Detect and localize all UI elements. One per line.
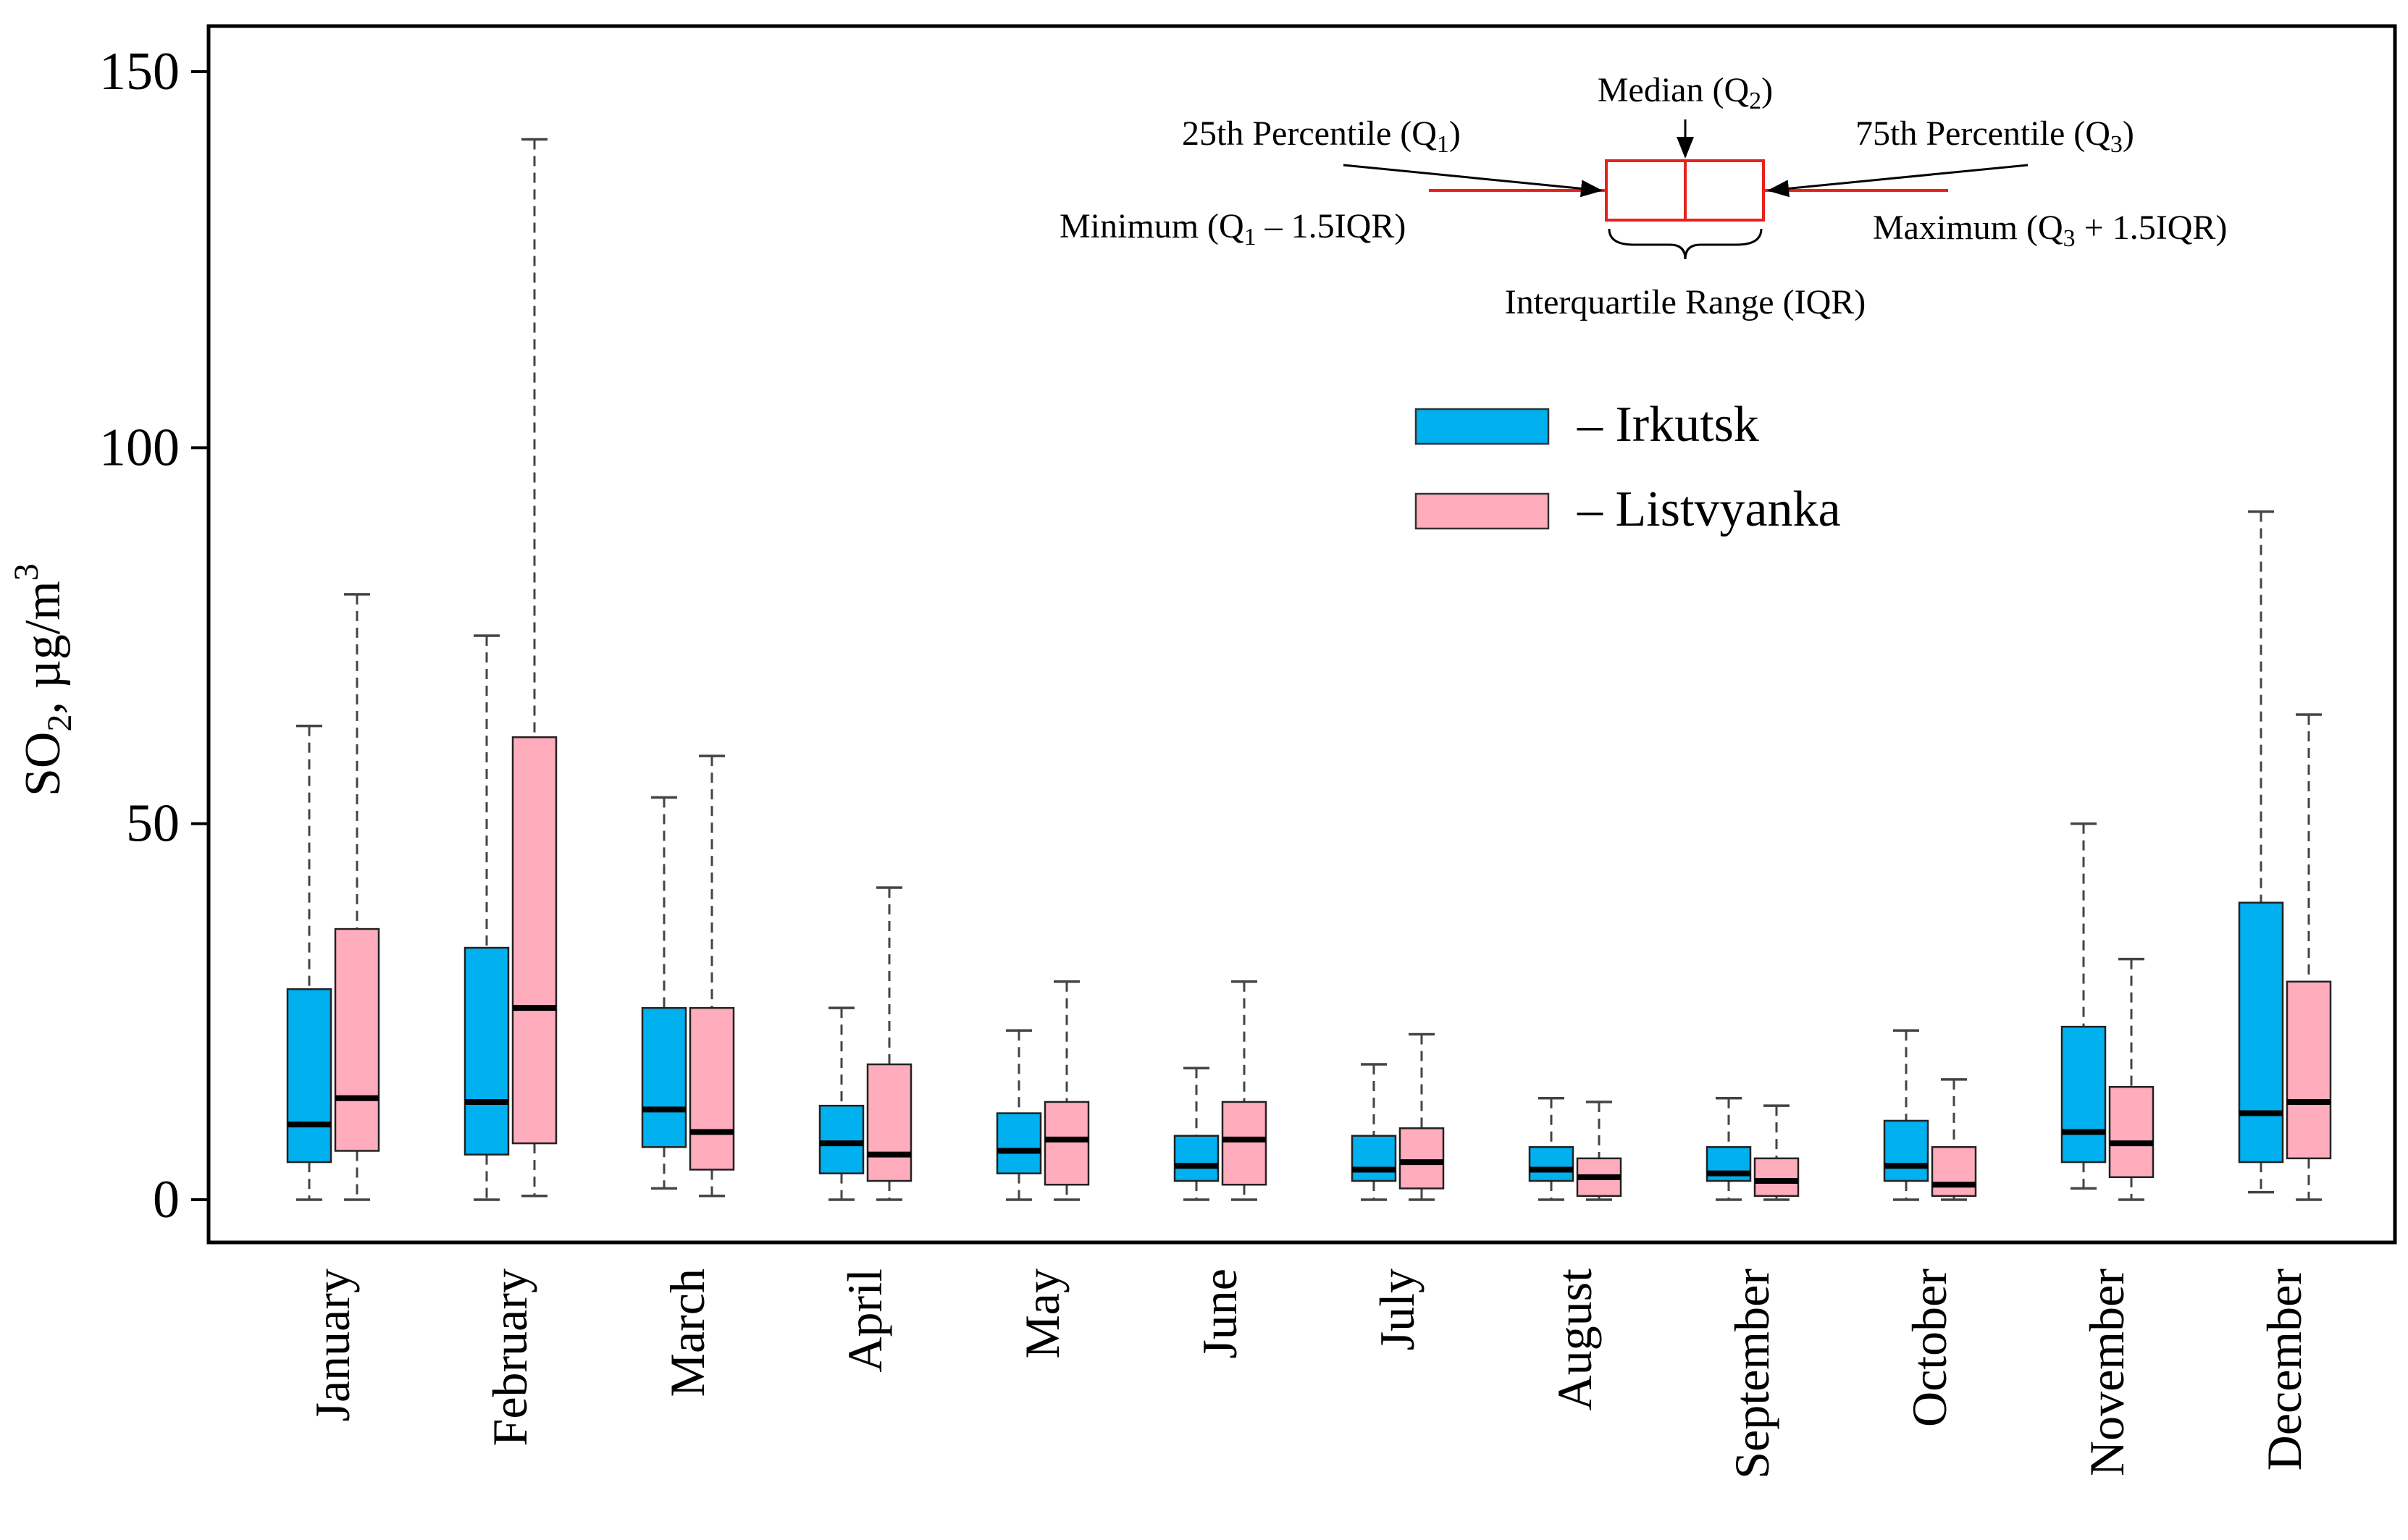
plot-border <box>206 24 2397 1245</box>
plot-frame <box>206 24 2397 1245</box>
listvyanka-box <box>1398 1127 1445 1190</box>
month-group-april <box>818 886 913 1201</box>
key-label-q3: 75th Percentile (Q3) <box>1855 114 2134 158</box>
y-tick-label: 50 <box>126 794 180 854</box>
month-group-december <box>2238 510 2332 1201</box>
y-axis: 0 50 100 150 <box>99 42 209 1229</box>
listvyanka-box <box>2108 1085 2155 1179</box>
boxplot-key: Median (Q2) 25th Percentile (Q1) 75th Perc… <box>1060 71 2227 321</box>
y-tick-label: 0 <box>153 1170 180 1229</box>
x-tick-label: January <box>305 1268 360 1421</box>
legend-swatch-irkutsk <box>1414 408 1550 445</box>
month-group-september <box>1706 1097 1800 1201</box>
x-tick-label: October <box>1902 1268 1957 1427</box>
x-axis-labels: January February March April May June July Augu… <box>305 1268 2312 1479</box>
listvyanka-box <box>866 1063 913 1182</box>
listvyanka-box <box>1931 1146 1977 1198</box>
listvyanka-box <box>2286 980 2332 1160</box>
month-group-march <box>641 754 735 1198</box>
x-tick-label: March <box>660 1268 715 1397</box>
irkutsk-box <box>2060 1025 2107 1164</box>
x-tick-label: February <box>482 1268 537 1446</box>
key-label-iqr: Interquartile Range (IQR) <box>1505 283 1866 321</box>
month-group-january <box>286 593 380 1201</box>
x-tick-label: December <box>2257 1268 2312 1471</box>
key-label-maximum: Maximum (Q3 + 1.5IQR) <box>1873 209 2227 252</box>
irkutsk-box <box>463 946 510 1156</box>
x-tick-label: November <box>2079 1268 2134 1476</box>
x-tick-label: April <box>837 1268 892 1373</box>
listvyanka-box <box>1753 1157 1800 1198</box>
listvyanka-box <box>511 736 558 1145</box>
key-label-q1: 25th Percentile (Q1) <box>1182 114 1461 158</box>
irkutsk-box <box>996 1112 1042 1174</box>
key-arrow-q1 <box>1343 164 1603 198</box>
x-tick-label: September <box>1724 1268 1779 1479</box>
y-tick-label: 150 <box>99 42 180 101</box>
month-group-july <box>1351 1032 1445 1201</box>
x-tick-label: July <box>1369 1268 1425 1350</box>
key-iqr-brace <box>1608 228 1763 260</box>
irkutsk-box <box>641 1006 687 1148</box>
box-series <box>286 138 2332 1201</box>
legend: – Irkutsk – Listvyanka <box>1414 397 1841 537</box>
legend-label-irkutsk: – Irkutsk <box>1577 397 1759 453</box>
irkutsk-box <box>2238 901 2284 1164</box>
listvyanka-box <box>334 927 380 1152</box>
irkutsk-box <box>1528 1146 1574 1182</box>
irkutsk-box <box>286 988 332 1164</box>
month-group-february <box>463 138 558 1201</box>
listvyanka-box <box>689 1006 735 1171</box>
month-group-august <box>1528 1097 1622 1201</box>
y-axis-label: SO2, µg/m3 <box>7 563 79 796</box>
legend-swatch-listvyanka <box>1414 492 1550 530</box>
x-tick-label: May <box>1015 1268 1070 1359</box>
x-tick-label: June <box>1192 1268 1247 1359</box>
listvyanka-box <box>1221 1101 1267 1186</box>
key-arrow-q3 <box>1767 164 2029 198</box>
legend-label-listvyanka: – Listvyanka <box>1577 481 1841 537</box>
listvyanka-box <box>1044 1101 1090 1186</box>
month-group-june <box>1173 980 1267 1201</box>
month-group-may <box>996 980 1090 1201</box>
irkutsk-box <box>1883 1119 1929 1182</box>
irkutsk-box <box>1351 1135 1397 1182</box>
x-tick-label: August <box>1547 1268 1602 1411</box>
key-label-minimum: Minimum (Q1 – 1.5IQR) <box>1060 207 1406 251</box>
y-tick-label: 100 <box>99 418 180 477</box>
irkutsk-box <box>818 1104 865 1174</box>
y-axis-title: SO2, µg/m3 <box>7 563 79 796</box>
month-group-november <box>2060 822 2155 1201</box>
key-label-median: Median (Q2) <box>1598 71 1773 114</box>
irkutsk-box <box>1173 1135 1220 1182</box>
month-group-october <box>1883 1029 1977 1201</box>
